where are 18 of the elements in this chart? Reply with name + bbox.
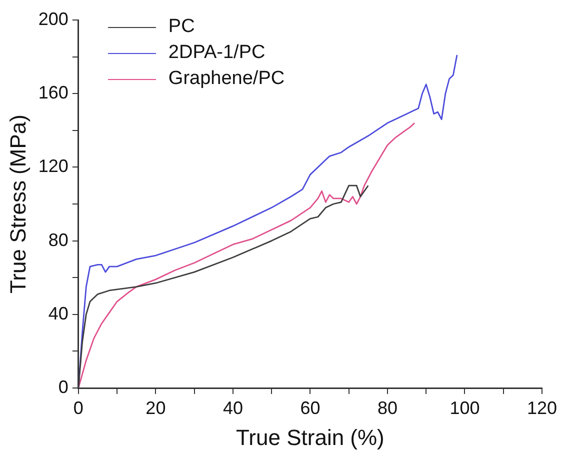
x-tick-label: 40 (222, 398, 243, 418)
x-tick-label: 0 (73, 398, 84, 418)
legend-label: Graphene/PC (168, 67, 285, 91)
legend-label: 2DPA-1/PC (168, 41, 266, 65)
x-tick-label: 120 (526, 398, 558, 418)
x-tick-label: 60 (300, 398, 320, 418)
y-tick-label: 0 (58, 376, 68, 397)
x-tick-label: 20 (146, 398, 166, 418)
legend-label: PC (168, 15, 195, 39)
y-tick-label: 160 (38, 82, 68, 103)
x-tick-label: 80 (377, 398, 398, 418)
y-axis-title: True Stress (MPa) (5, 114, 30, 294)
y-tick-label: 40 (48, 303, 68, 324)
y-tick-label: 120 (38, 156, 68, 176)
x-axis-title: True Strain (%) (236, 424, 384, 450)
x-tick-label: 100 (450, 398, 480, 418)
y-tick-label: 200 (38, 8, 68, 29)
y-tick-label: 80 (48, 230, 68, 250)
